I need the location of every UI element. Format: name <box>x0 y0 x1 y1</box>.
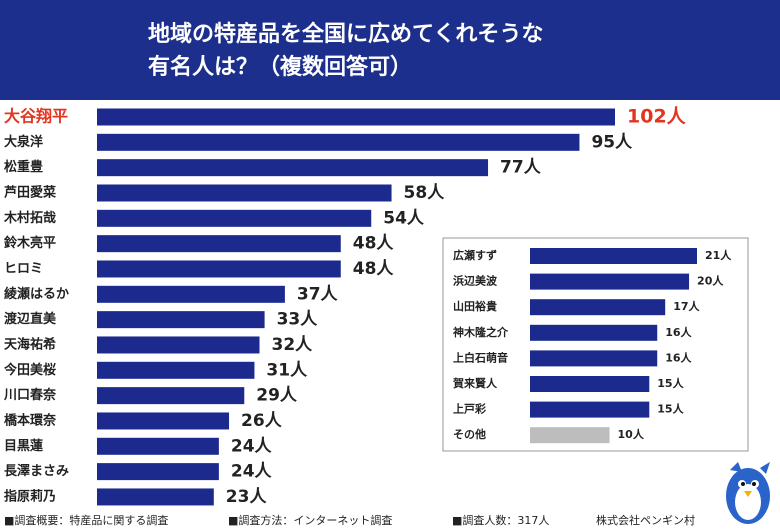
footer-note: ■調査人数：317人 <box>452 513 549 527</box>
category-label: 川口春奈 <box>3 387 57 403</box>
bar <box>97 133 580 151</box>
value-label: 24人 <box>231 462 273 482</box>
category-label: 木村拓哉 <box>3 210 56 226</box>
bar <box>97 311 265 329</box>
value-label: 54人 <box>383 208 425 228</box>
category-label: 広瀬すず <box>453 248 497 262</box>
bar <box>530 273 690 290</box>
category-label: その他 <box>453 427 486 441</box>
bar <box>530 401 650 418</box>
value-label: 95人 <box>591 132 633 152</box>
value-label: 21人 <box>705 248 732 262</box>
value-label: 26人 <box>241 411 283 431</box>
bar <box>530 427 610 444</box>
value-label: 15人 <box>657 402 684 416</box>
inset-panel <box>442 237 749 452</box>
category-label: 橋本環奈 <box>4 412 57 428</box>
bar <box>97 108 615 126</box>
bar <box>97 361 255 379</box>
category-label: 神木隆之介 <box>453 325 509 339</box>
bar <box>530 350 658 367</box>
bar <box>97 260 341 278</box>
chart-title: 有名人は？（複数回答可） <box>148 54 412 80</box>
bar <box>97 285 285 303</box>
value-label: 77人 <box>500 158 542 178</box>
mascot <box>726 462 770 524</box>
category-label: 天海祐希 <box>4 336 56 352</box>
bar <box>530 324 658 341</box>
bar <box>97 235 341 253</box>
value-label: 24人 <box>231 436 273 456</box>
value-label: 37人 <box>297 284 339 304</box>
bar <box>97 336 260 354</box>
value-label: 17人 <box>673 299 700 313</box>
category-label: 今田美桜 <box>3 362 56 378</box>
bar <box>97 463 219 481</box>
value-label: 31人 <box>266 360 308 380</box>
category-label: 山田裕貴 <box>453 299 497 313</box>
bar <box>97 412 230 430</box>
category-label: 芦田愛菜 <box>4 184 56 200</box>
category-label: 鈴木亮平 <box>4 235 56 251</box>
category-label: 指原莉乃 <box>4 488 56 504</box>
bar <box>97 209 372 227</box>
value-label: 48人 <box>353 259 395 279</box>
value-label: 32人 <box>272 335 314 355</box>
bar <box>530 248 697 264</box>
value-label: 48人 <box>353 234 395 254</box>
value-label: 16人 <box>665 350 692 364</box>
value-label: 29人 <box>256 386 298 406</box>
category-label: 上白石萌音 <box>453 350 508 364</box>
bar <box>97 387 245 405</box>
category-label: 渡辺直美 <box>4 311 57 327</box>
category-label: 松重豊 <box>4 159 43 175</box>
value-label: 20人 <box>697 274 724 288</box>
category-label: 長澤まさみ <box>4 463 69 479</box>
value-label: 33人 <box>277 310 319 330</box>
bar <box>530 299 666 316</box>
bar <box>97 184 392 202</box>
footer-note: ■調査概要：特産品に関する調査 <box>4 513 168 527</box>
value-label: 16人 <box>665 325 692 339</box>
category-label: 大泉洋 <box>4 134 43 150</box>
value-label: 23人 <box>226 487 268 507</box>
category-label: 浜辺美波 <box>453 274 498 288</box>
value-label: 58人 <box>404 183 446 203</box>
category-label: ヒロミ <box>4 261 43 276</box>
header-band <box>0 0 780 100</box>
category-label: 大谷翔平 <box>4 107 68 126</box>
chart-title: 地域の特産品を全国に広めてくれそうな <box>148 21 543 47</box>
category-label: 目黒蓮 <box>4 438 43 454</box>
bar <box>97 488 214 506</box>
category-label: 上戸彩 <box>453 402 486 416</box>
category-label: 綾瀬はるか <box>4 286 69 302</box>
credit: 株式会社ペンギン村 <box>596 513 695 527</box>
category-label: 賀来賢人 <box>452 376 498 390</box>
value-label: 102人 <box>627 106 687 128</box>
bar <box>97 159 489 177</box>
bar <box>97 437 219 455</box>
bar <box>530 376 650 392</box>
value-label: 15人 <box>657 376 684 390</box>
value-label: 10人 <box>618 427 645 441</box>
footer-note: ■調査方法：インターネット調査 <box>228 513 392 527</box>
